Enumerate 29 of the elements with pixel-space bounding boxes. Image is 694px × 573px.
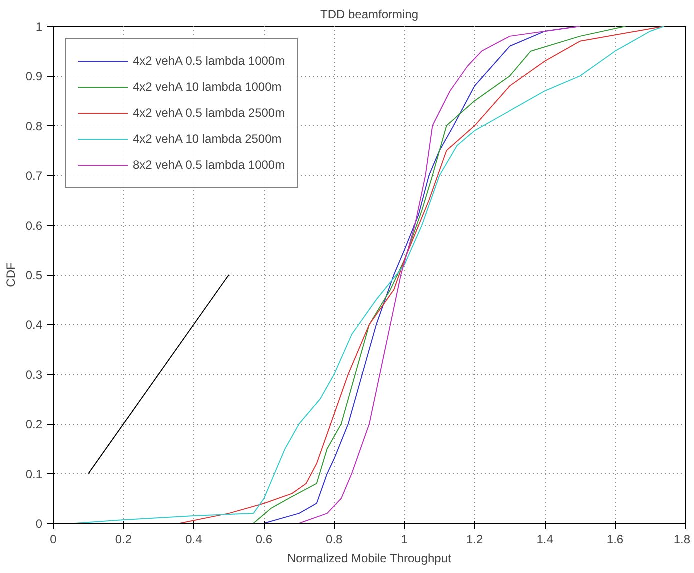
- y-tick-label: 0.2: [26, 418, 43, 432]
- x-tick-label: 1.6: [606, 532, 624, 546]
- legend-label: 4x2 vehA 10 lambda 2500m: [133, 132, 282, 146]
- y-tick-label: 1: [36, 20, 43, 34]
- x-axis-title: Normalized Mobile Throughput: [287, 552, 452, 566]
- legend-label: 4x2 vehA 0.5 lambda 1000m: [133, 54, 286, 68]
- y-tick-label: 0.3: [26, 368, 43, 382]
- y-tick-label: 0.5: [26, 268, 43, 282]
- y-tick-label: 0.8: [26, 119, 43, 134]
- y-tick-label: 0: [36, 517, 43, 531]
- legend-label: 8x2 vehA 0.5 lambda 1000m: [133, 158, 286, 172]
- x-tick-label: 0.2: [115, 532, 132, 546]
- x-tick-label: 0: [50, 532, 58, 546]
- x-tick-label: 0.6: [256, 532, 273, 546]
- x-tick-label: 1.8: [674, 532, 691, 546]
- x-tick-label: 0.8: [326, 532, 344, 546]
- y-tick-label: 0.7: [26, 169, 43, 184]
- legend-label: 4x2 vehA 0.5 lambda 2500m: [133, 106, 286, 120]
- chart-title: TDD beamforming: [320, 8, 419, 22]
- x-tick-label: 0.4: [186, 532, 203, 546]
- legend-label: 4x2 vehA 10 lambda 1000m: [133, 80, 282, 94]
- y-axis-title: CDF: [4, 262, 18, 288]
- x-tick-label: 1.4: [536, 532, 554, 546]
- x-tick-label: 1: [401, 532, 408, 546]
- y-tick-label: 0.4: [26, 318, 43, 332]
- y-tick-label: 0.9: [26, 70, 43, 84]
- y-tick-label: 0.1: [26, 467, 43, 482]
- y-tick-label: 0.6: [26, 218, 43, 233]
- x-tick-label: 1.2: [466, 532, 484, 546]
